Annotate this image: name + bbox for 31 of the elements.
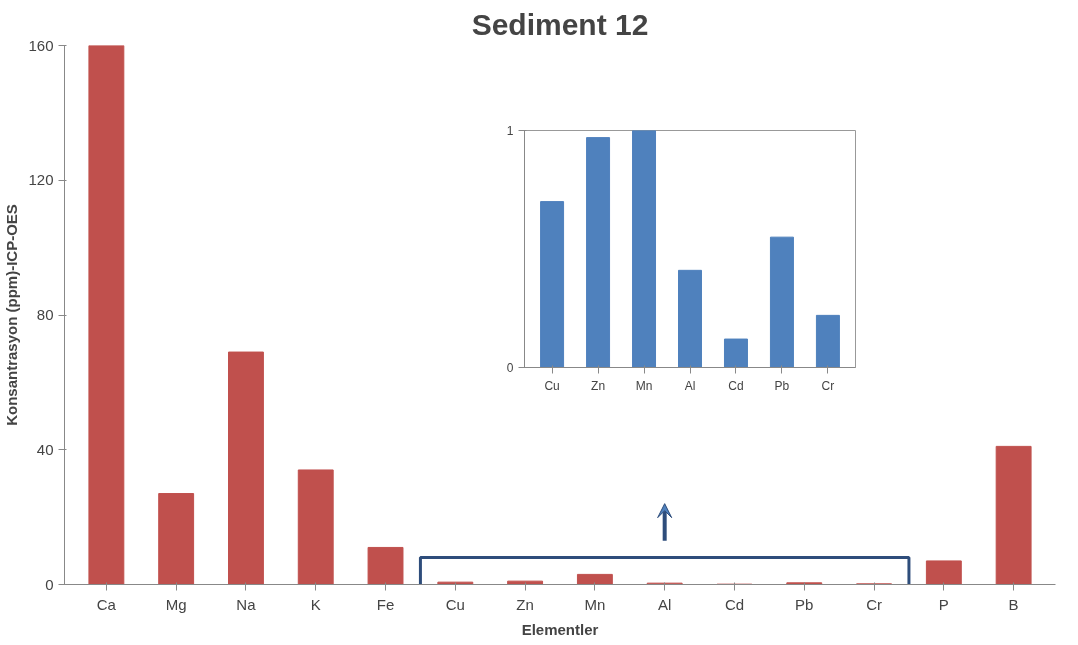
x-tick-label: Cr xyxy=(866,595,882,613)
x-tick-label: Al xyxy=(658,595,672,613)
x-tick-label: B xyxy=(1008,595,1019,613)
y-tick-label: 0 xyxy=(506,361,514,375)
x-tick-label: Zn xyxy=(516,595,534,613)
x-tick-label: Al xyxy=(684,378,696,393)
x-tick-label: Cr xyxy=(821,378,835,393)
x-tick-label: Pb xyxy=(774,378,790,393)
chart-title: Sediment 12 xyxy=(471,7,649,41)
y-tick-label: 40 xyxy=(36,440,54,458)
x-tick-label: Mn xyxy=(635,378,653,393)
y-tick-label: 160 xyxy=(28,36,54,54)
x-tick-label: Mn xyxy=(584,595,606,613)
x-tick-label: K xyxy=(310,595,321,613)
x-tick-label: Cu xyxy=(445,595,465,613)
y-axis-title: Konsantrasyon (ppm)-ICP-OES xyxy=(3,204,21,426)
x-axis-title: Elementler xyxy=(521,620,599,638)
x-tick-label: Na xyxy=(236,595,257,613)
x-tick-label: Mg xyxy=(165,595,187,613)
y-tick-label: 80 xyxy=(36,306,54,323)
x-tick-label: Cd xyxy=(724,595,745,613)
x-tick-label: Fe xyxy=(376,595,395,613)
x-tick-label: Zn xyxy=(591,378,606,393)
x-tick-label: Ca xyxy=(96,595,117,613)
y-tick-label: 120 xyxy=(28,171,54,189)
x-tick-label: Pb xyxy=(795,595,814,613)
x-tick-label: Cu xyxy=(544,378,560,393)
y-tick-label: 1 xyxy=(506,124,514,138)
x-tick-label: P xyxy=(938,595,949,613)
x-tick-label: Cd xyxy=(728,378,744,393)
y-tick-label: 0 xyxy=(45,575,54,593)
